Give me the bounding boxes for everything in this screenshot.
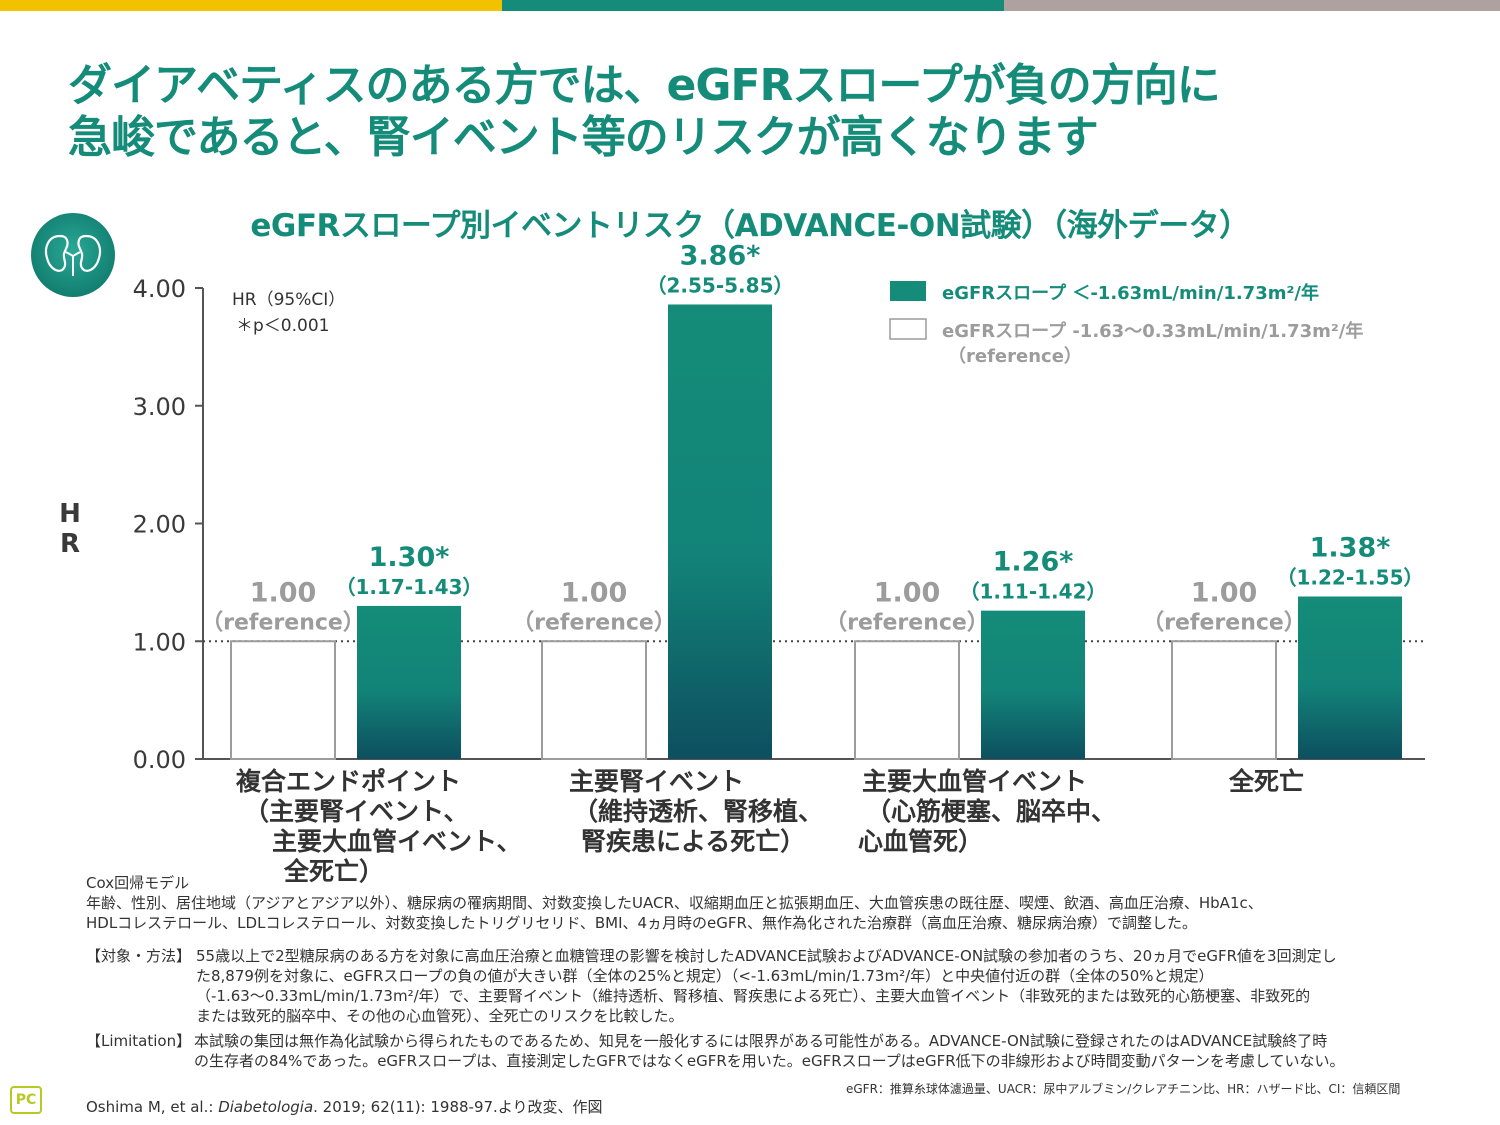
category-label: 全死亡 <box>1228 767 1304 796</box>
top-accent-bar-gray <box>1004 0 1500 11</box>
steep-slope-bar <box>981 610 1085 759</box>
page-title-line1: ダイアベティスのある方では、eGFRスロープが負の方向に <box>68 60 1221 111</box>
steep-slope-bar-ci: （2.55-5.85） <box>647 273 794 297</box>
p-value-note: ＊p＜0.001 <box>236 316 329 336</box>
reference-bar-value: 1.00 <box>250 577 317 608</box>
method-line4: または致死的脳卒中、その他の心血管死）、全死亡のリスクを比較した。 <box>196 1007 684 1025</box>
reference-bar <box>1171 640 1277 760</box>
method-label: 【対象・方法】 <box>86 947 192 965</box>
steep-slope-bar <box>357 605 461 759</box>
reference-bar <box>854 640 960 760</box>
abbreviations: eGFR：推算糸球体濾過量、UACR：尿中アルブミン/クレアチニン比、HR：ハザ… <box>846 1082 1401 1096</box>
top-accent-bar-yellow <box>0 0 502 11</box>
category-label: （心筋梗塞、脳卒中、 <box>866 797 1116 826</box>
reference-bar-value: 1.00 <box>874 577 941 608</box>
category-label: 複合エンドポイント <box>236 767 461 796</box>
category-label: 主要大血管イベント <box>862 767 1087 796</box>
reference-bar-value: 1.00 <box>561 577 628 608</box>
steep-slope-bar-value: 1.26* <box>993 547 1074 578</box>
citation-journal: Diabetologia <box>218 1098 314 1116</box>
chart-subtitle: eGFRスロープ別イベントリスク（ADVANCE-ON試験）（海外データ） <box>250 208 1250 244</box>
steep-slope-bar-value: 3.86* <box>680 240 761 271</box>
y-axis-title: R <box>60 529 80 559</box>
reference-bar-ci: （reference） <box>825 610 989 635</box>
legend-label-reference: eGFRスロープ -1.63〜0.33mL/min/1.73m²/年 <box>942 320 1363 342</box>
steep-slope-bar-ci: （1.22-1.55） <box>1277 566 1424 590</box>
steep-slope-bar-ci: （1.11-1.42） <box>960 580 1107 604</box>
legend-label-reference-note: （reference） <box>948 346 1082 367</box>
y-tick-label: 0.00 <box>133 746 186 774</box>
citation-details: . 2019; 62(11): 1988-97.より改変、作図 <box>313 1098 603 1116</box>
steep-slope-bar <box>668 304 772 759</box>
limitation-line1: 本試験の集団は無作為化試験から得られたものであるため、知見を一般化するには限界が… <box>194 1032 1328 1050</box>
reference-bar <box>230 640 336 760</box>
category-label: 主要腎イベント <box>569 767 744 796</box>
page-title-line2: 急峻であると、腎イベント等のリスクが高くなります <box>68 112 1099 163</box>
reference-bar-ci: （reference） <box>512 610 676 635</box>
legend-swatch-steep <box>890 281 926 301</box>
y-tick-label: 2.00 <box>133 511 186 539</box>
method-line3: （-1.63〜0.33mL/min/1.73m²/年）で、主要腎イベント（維持透… <box>196 987 1311 1005</box>
category-label: （主要腎イベント、 <box>244 797 469 826</box>
category-label: 腎疾患による死亡） <box>581 827 805 856</box>
top-accent-bar-teal <box>502 0 1004 11</box>
hr-ci-note: HR（95%CI） <box>232 290 345 310</box>
cox-title: Cox回帰モデル <box>86 874 190 892</box>
limitation-label: 【Limitation】 <box>86 1032 192 1050</box>
reference-bar <box>541 640 647 760</box>
reference-bar-ci: （reference） <box>1142 610 1306 635</box>
cox-line2: HDLコレステロール、LDLコレステロール、対数変換したトリグリセリド、BMI、… <box>86 914 1197 932</box>
steep-slope-bar-value: 1.38* <box>1310 533 1391 564</box>
steep-slope-bar <box>1298 596 1402 759</box>
cox-line1: 年齢、性別、居住地域（アジアとアジア以外）、糖尿病の罹病期間、対数変換したUAC… <box>86 894 1263 912</box>
reference-bar-value: 1.00 <box>1191 577 1258 608</box>
y-tick-label: 1.00 <box>133 628 186 656</box>
page-title: ダイアベティスのある方では、eGFRスロープが負の方向に 急峻であると、腎イベン… <box>68 60 1448 164</box>
steep-slope-bar-value: 1.30* <box>369 542 450 573</box>
category-label: 心血管死） <box>858 827 983 856</box>
legend-swatch-reference <box>889 318 927 340</box>
method-line1: 55歳以上で2型糖尿病のある方を対象に高血圧治療と血糖管理の影響を検討したADV… <box>196 947 1337 965</box>
y-tick-label: 4.00 <box>133 275 186 303</box>
category-label: 主要大血管イベント、 <box>272 827 522 856</box>
legend-label-steep: eGFRスロープ ＜-1.63mL/min/1.73m²/年 <box>942 282 1319 304</box>
category-label: 全死亡） <box>283 857 384 886</box>
reference-bar-ci: （reference） <box>201 610 365 635</box>
citation-authors: Oshima M, et al.: <box>86 1098 219 1116</box>
limitation-line2: の生存者の84%であった。eGFRスロープは、直接測定したGFRではなくeGFR… <box>194 1052 1345 1070</box>
steep-slope-bar-ci: （1.17-1.43） <box>336 575 483 599</box>
y-axis-title: H <box>59 499 81 529</box>
kidney-icon <box>30 212 116 298</box>
method-line2: た8,879例を対象に、eGFRスロープの負の値が大きい群（全体の25%と規定）… <box>196 967 1214 985</box>
y-tick-label: 3.00 <box>133 393 186 421</box>
category-label: （維持透析、腎移植、 <box>573 797 823 826</box>
pc-logo: PC <box>10 1086 42 1114</box>
citation: Oshima M, et al.: Diabetologia. 2019; 62… <box>86 1097 603 1117</box>
